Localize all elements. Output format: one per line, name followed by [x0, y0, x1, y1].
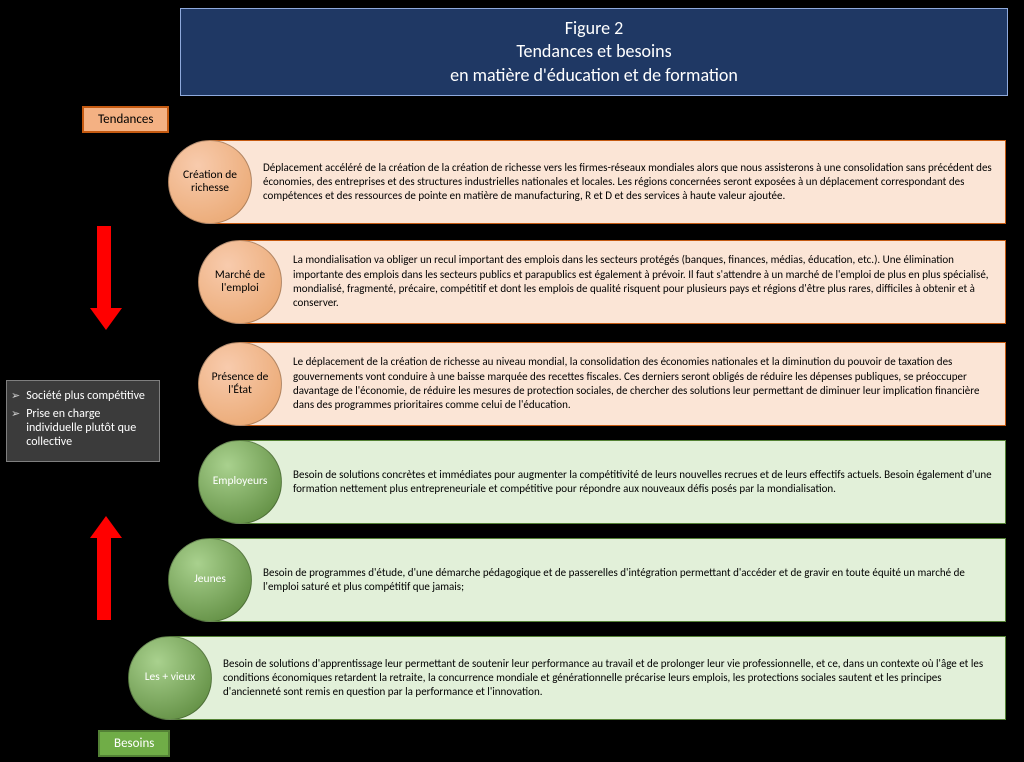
row-textbox: Le déplacement de la création de richess… [240, 342, 1006, 426]
row-circle: Employeurs [198, 440, 282, 524]
chevron-icon: ➢ [11, 407, 20, 420]
arrow-down-icon [90, 226, 118, 330]
row-circle: Marché de l'emploi [198, 240, 282, 324]
row-circle: Les + vieux [128, 636, 212, 720]
content-row: Marché de l'emploiLa mondialisation va o… [198, 240, 1006, 324]
content-row: JeunesBesoin de programmes d'étude, d'un… [168, 538, 1006, 622]
content-row: Création de richesseDéplacement accéléré… [168, 140, 1006, 224]
side-summary-box: ➢ Société plus compétitive ➢ Prise en ch… [6, 380, 160, 462]
row-circle: Création de richesse [168, 140, 252, 224]
row-circle: Jeunes [168, 538, 252, 622]
content-row: Présence de l'ÉtatLe déplacement de la c… [198, 342, 1006, 426]
title-line1: Figure 2 [565, 17, 624, 40]
tag-besoins: Besoins [98, 730, 170, 757]
side-item: ➢ Prise en charge individuelle plutôt qu… [11, 407, 153, 449]
arrow-up-icon [90, 516, 118, 620]
side-item-text: Société plus compétitive [26, 389, 145, 403]
row-textbox: Besoin de solutions d'apprentissage leur… [170, 636, 1006, 720]
row-textbox: Déplacement accéléré de la création de l… [210, 140, 1006, 224]
title-line2: Tendances et besoins [516, 40, 671, 63]
chevron-icon: ➢ [11, 389, 20, 402]
row-circle: Présence de l'État [198, 342, 282, 426]
row-textbox: La mondialisation va obliger un recul im… [240, 240, 1006, 324]
row-textbox: Besoin de programmes d'étude, d'une déma… [210, 538, 1006, 622]
tag-tendances: Tendances [82, 106, 169, 133]
figure-title: Figure 2 Tendances et besoins en matière… [180, 8, 1008, 96]
content-row: Les + vieuxBesoin de solutions d'apprent… [128, 636, 1006, 720]
title-line3: en matière d'éducation et de formation [450, 64, 738, 87]
side-item-text: Prise en charge individuelle plutôt que … [26, 407, 153, 449]
content-row: EmployeursBesoin de solutions concrètes … [198, 440, 1006, 524]
row-textbox: Besoin de solutions concrètes et immédia… [240, 440, 1006, 524]
side-item: ➢ Société plus compétitive [11, 389, 153, 403]
